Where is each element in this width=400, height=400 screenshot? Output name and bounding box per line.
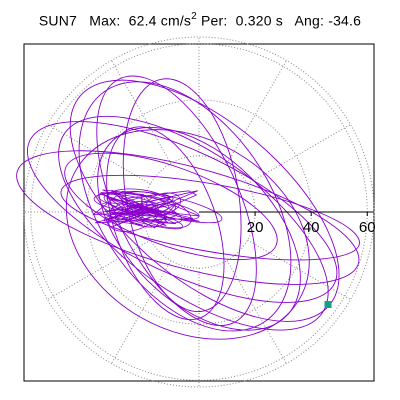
radial-tick-label: 40 [303,219,320,236]
trace-loop [27,121,338,303]
trace-loop [16,150,360,285]
trace-core-loop [145,192,182,216]
grid-spoke [226,260,287,364]
max-label: Max: [89,12,121,29]
per-label: Per: [201,12,228,29]
trace-core-loop [118,190,223,224]
per-value: 0.320 s [235,12,283,29]
radial-axis: 20 40 60 [199,211,376,236]
max-unit: cm/s [160,12,192,29]
trace-loop [78,81,292,332]
trace-loop [122,78,242,313]
end-point-marker [324,301,332,309]
end-marker-group [324,301,332,309]
grid-spoke [111,60,172,164]
trace-loop [65,129,310,340]
ang-label: Ang: [294,12,325,29]
trace-loop [106,126,225,321]
ang-value: -34.6 [328,12,362,29]
max-unit-exponent: 2 [191,11,197,22]
motion-trace [16,75,360,340]
trace-loop [64,152,278,261]
grid-spoke [111,260,172,364]
radial-tick-label: 20 [247,219,264,236]
trace-core-loop [97,192,200,220]
radial-tick-label: 60 [359,219,376,236]
trace-core-loop [108,200,160,232]
grid-spoke [47,239,151,300]
trace-loop [60,174,360,261]
grid-spoke [226,60,287,164]
trace-core-loop [109,194,170,216]
station-name: SUN7 [38,12,78,29]
grid-spoke [247,239,351,300]
grid-spoke [247,124,351,185]
max-value: 62.4 [128,12,157,29]
trace-core-loop [123,206,166,228]
plot-title: SUN7 Max: 62.4 cm/s2 Per: 0.320 s Ang: -… [0,11,400,29]
trace-core-loop [106,188,176,217]
grid-spoke [47,124,151,185]
